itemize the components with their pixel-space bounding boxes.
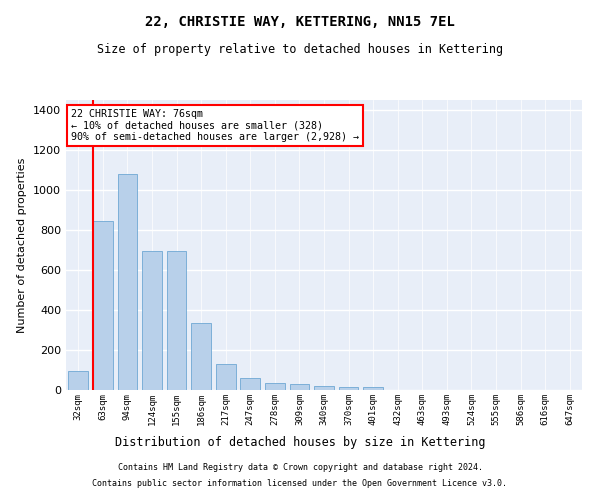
- Bar: [364, 387, 383, 390]
- Bar: [118, 174, 137, 390]
- Text: 22 CHRISTIE WAY: 76sqm
← 10% of detached houses are smaller (328)
90% of semi-de: 22 CHRISTIE WAY: 76sqm ← 10% of detached…: [71, 108, 359, 142]
- Bar: [191, 323, 211, 390]
- Bar: [167, 251, 187, 390]
- Bar: [142, 251, 162, 390]
- Text: Contains public sector information licensed under the Open Government Licence v3: Contains public sector information licen…: [92, 478, 508, 488]
- Bar: [339, 388, 358, 390]
- Text: Contains HM Land Registry data © Crown copyright and database right 2024.: Contains HM Land Registry data © Crown c…: [118, 464, 482, 472]
- Bar: [241, 378, 260, 390]
- Bar: [290, 384, 309, 390]
- Bar: [93, 221, 113, 390]
- Bar: [314, 386, 334, 390]
- Text: 22, CHRISTIE WAY, KETTERING, NN15 7EL: 22, CHRISTIE WAY, KETTERING, NN15 7EL: [145, 15, 455, 29]
- Bar: [265, 383, 284, 390]
- Text: Distribution of detached houses by size in Kettering: Distribution of detached houses by size …: [115, 436, 485, 449]
- Bar: [216, 364, 236, 390]
- Text: Size of property relative to detached houses in Kettering: Size of property relative to detached ho…: [97, 42, 503, 56]
- Y-axis label: Number of detached properties: Number of detached properties: [17, 158, 28, 332]
- Bar: [68, 371, 88, 390]
